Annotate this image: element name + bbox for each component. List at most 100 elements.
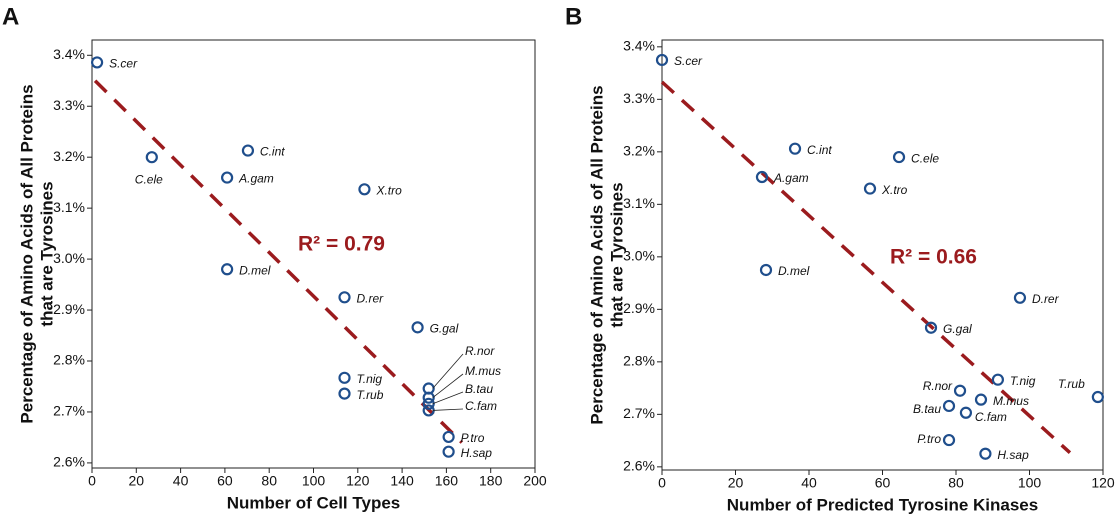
point-label: R.nor bbox=[923, 379, 953, 393]
y-tick-label: 3.1% bbox=[623, 195, 655, 211]
point-label: P.tro bbox=[461, 431, 485, 445]
leader-line bbox=[432, 353, 464, 389]
x-tick-label: 0 bbox=[88, 473, 96, 489]
x-tick-label: 200 bbox=[523, 473, 547, 489]
data-point bbox=[924, 321, 938, 334]
y-tick-label: 3.1% bbox=[53, 199, 85, 215]
point-label: S.cer bbox=[109, 57, 138, 71]
fit-annotation: R² = 0.66 bbox=[890, 246, 977, 269]
x-tick-label: 20 bbox=[728, 475, 744, 491]
point-label: C.fam bbox=[975, 410, 1007, 424]
x-axis-label: Number of Predicted Tyrosine Kinases bbox=[727, 495, 1038, 514]
y-axis-label: Percentage of Amino Acids of All Protein… bbox=[17, 84, 36, 423]
leader-line bbox=[432, 408, 464, 411]
data-point bbox=[942, 433, 956, 447]
plot-frame bbox=[661, 39, 1104, 471]
point-label: X.tro bbox=[881, 183, 908, 197]
data-point bbox=[338, 387, 351, 400]
x-tick-label: 100 bbox=[302, 473, 326, 489]
y-tick-label: 3.0% bbox=[53, 250, 85, 266]
y-tick-label: 2.7% bbox=[623, 405, 655, 421]
data-point bbox=[942, 399, 956, 413]
y-tick-label: 2.7% bbox=[53, 403, 85, 419]
y-tick-label: 3.2% bbox=[53, 148, 85, 164]
point-label: C.ele bbox=[135, 172, 163, 186]
data-point bbox=[422, 391, 435, 404]
point-label: T.rub bbox=[1058, 377, 1085, 391]
point-label: C.ele bbox=[911, 151, 939, 165]
x-tick-label: 40 bbox=[801, 475, 817, 491]
y-tick-label: 2.6% bbox=[53, 454, 85, 470]
point-label: D.rer bbox=[1032, 292, 1060, 306]
x-tick-label: 80 bbox=[261, 473, 277, 489]
leader-line bbox=[432, 373, 464, 399]
point-label: B.tau bbox=[913, 402, 941, 416]
data-point bbox=[338, 371, 351, 384]
fit-line bbox=[93, 79, 464, 444]
point-label: P.tro bbox=[917, 432, 941, 446]
x-tick-label: 120 bbox=[346, 473, 370, 489]
x-axis-label: Number of Cell Types bbox=[227, 493, 401, 512]
point-label: H.sap bbox=[461, 446, 493, 460]
data-point bbox=[979, 447, 992, 460]
data-point bbox=[1091, 390, 1104, 404]
data-point bbox=[221, 263, 234, 276]
panel-label: B bbox=[565, 3, 582, 30]
data-point bbox=[442, 445, 455, 458]
point-label: D.mel bbox=[778, 264, 810, 278]
y-tick-label: 2.9% bbox=[623, 300, 655, 316]
panel-label: A bbox=[2, 3, 19, 30]
data-point bbox=[1013, 291, 1027, 304]
data-point bbox=[241, 144, 255, 157]
x-tick-label: 140 bbox=[390, 473, 414, 489]
point-label: M.mus bbox=[993, 394, 1029, 408]
point-label: C.int bbox=[260, 145, 285, 159]
point-label: H.sap bbox=[997, 448, 1029, 462]
data-point bbox=[145, 151, 158, 164]
data-point bbox=[959, 406, 973, 419]
data-point bbox=[221, 171, 234, 184]
fit-line bbox=[660, 80, 1072, 454]
point-label: C.int bbox=[807, 143, 832, 157]
point-label: X.tro bbox=[375, 183, 402, 197]
y-tick-label: 3.4% bbox=[623, 38, 655, 54]
point-label: T.rub bbox=[357, 388, 384, 402]
y-tick-label: 3.2% bbox=[623, 143, 655, 159]
point-label: M.mus bbox=[465, 364, 501, 378]
data-point bbox=[442, 430, 455, 444]
data-point bbox=[788, 142, 802, 155]
point-label: T.nig bbox=[357, 372, 383, 386]
data-point bbox=[90, 56, 104, 69]
y-tick-label: 3.3% bbox=[623, 90, 655, 106]
y-tick-label: 2.8% bbox=[53, 352, 85, 368]
point-label: R.nor bbox=[465, 344, 495, 358]
data-point bbox=[991, 373, 1004, 386]
point-label: S.cer bbox=[674, 54, 703, 68]
x-tick-label: 80 bbox=[948, 475, 964, 491]
y-axis-label: that are Tyrosines bbox=[607, 182, 626, 327]
fit-annotation: R² = 0.79 bbox=[298, 233, 385, 256]
y-axis-label: Percentage of Amino Acids of All Protein… bbox=[587, 85, 606, 424]
y-tick-label: 3.4% bbox=[53, 46, 85, 62]
point-label: C.fam bbox=[465, 399, 497, 413]
point-label: A.gam bbox=[238, 172, 274, 186]
data-point bbox=[755, 170, 769, 184]
y-tick-label: 2.6% bbox=[623, 458, 655, 474]
point-label: T.nig bbox=[1010, 374, 1036, 388]
x-tick-label: 100 bbox=[1018, 475, 1042, 491]
x-tick-label: 20 bbox=[129, 473, 145, 489]
data-point bbox=[759, 263, 773, 277]
point-label: A.gam bbox=[773, 171, 809, 185]
point-label: G.gal bbox=[430, 322, 459, 336]
x-tick-label: 120 bbox=[1091, 475, 1115, 491]
y-tick-label: 2.9% bbox=[53, 301, 85, 317]
point-label: D.mel bbox=[239, 263, 271, 277]
data-point bbox=[974, 393, 988, 406]
leader-line bbox=[432, 391, 464, 405]
data-point bbox=[338, 291, 351, 304]
x-tick-label: 0 bbox=[658, 475, 666, 491]
x-tick-label: 60 bbox=[217, 473, 233, 489]
data-point bbox=[358, 183, 371, 196]
x-tick-label: 40 bbox=[173, 473, 189, 489]
